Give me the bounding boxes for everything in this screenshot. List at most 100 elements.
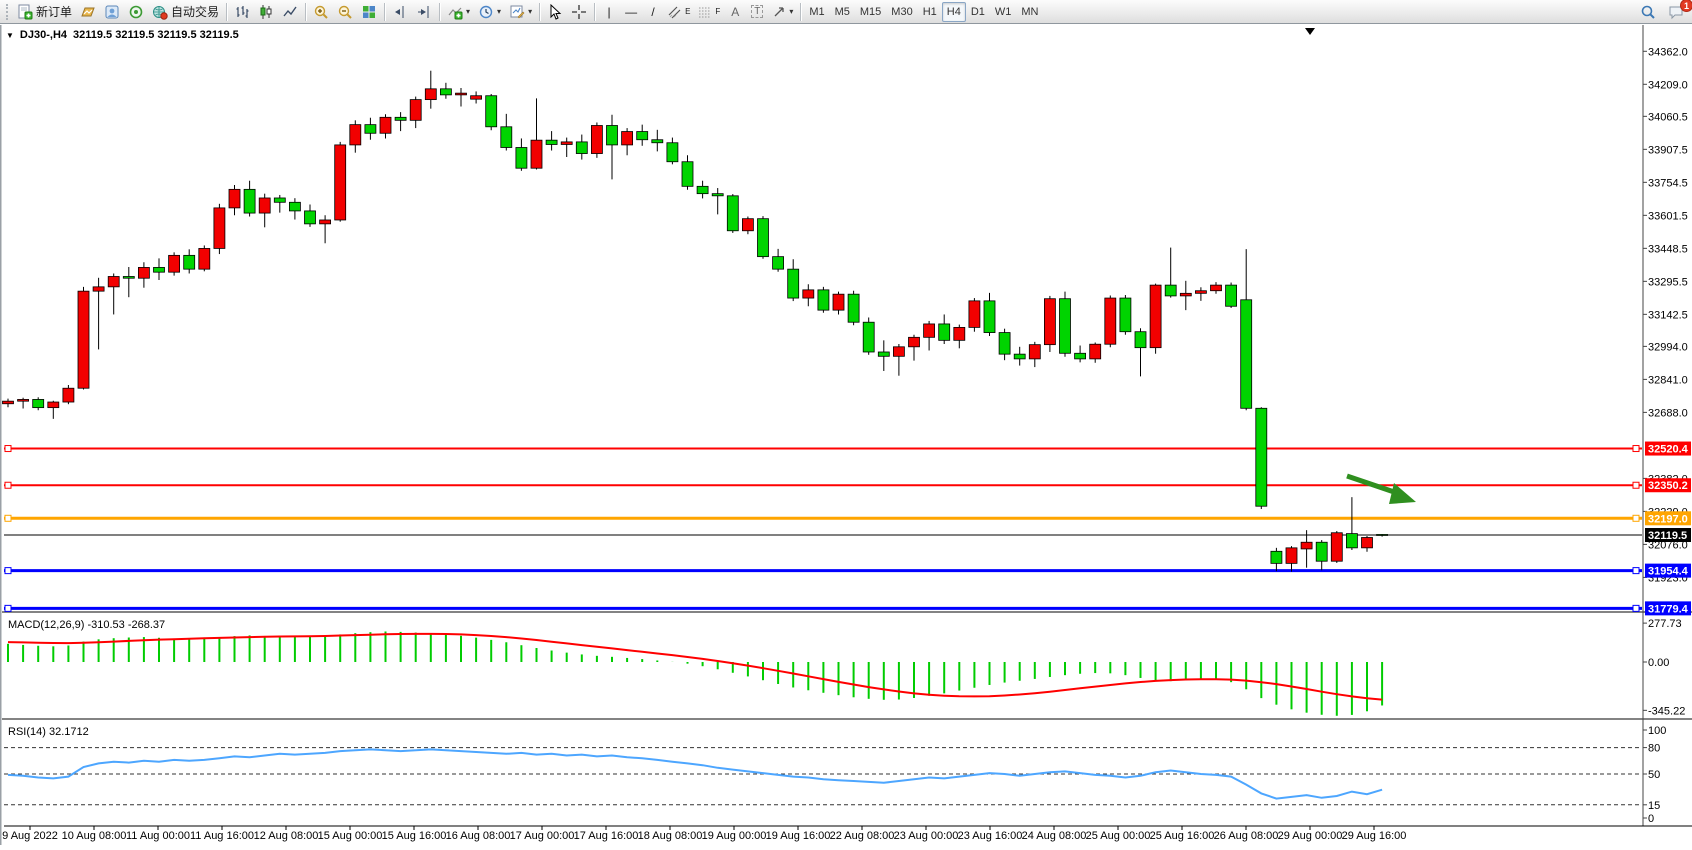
candle-body — [1134, 331, 1147, 349]
candle-body — [304, 210, 316, 225]
charts-list-button[interactable] — [76, 2, 100, 22]
price-tick-label: 34209.0 — [1648, 79, 1688, 91]
trend-arrow[interactable] — [1346, 473, 1401, 497]
level-handle[interactable] — [1632, 567, 1640, 575]
trendline-tool[interactable]: / — [642, 2, 664, 22]
tab-timeframe-h1[interactable]: H1 — [922, 5, 937, 18]
price-badge — [1645, 528, 1691, 543]
vertical-line-tool[interactable]: | — [598, 2, 620, 22]
rsi-axis-label: 50 — [1648, 769, 1660, 781]
candle-body — [2, 400, 14, 405]
fibonacci-letter: F — [715, 7, 721, 16]
candle-body — [832, 293, 845, 311]
price-badge-label: 32197.0 — [1648, 513, 1688, 525]
level-handle[interactable] — [4, 445, 12, 453]
label-tool[interactable]: T — [746, 2, 768, 22]
price-tick-label: 32994.0 — [1648, 341, 1688, 353]
crosshair-tool-button[interactable] — [567, 2, 591, 22]
rsi-axis-label: 15 — [1648, 800, 1660, 812]
time-label: 15 Aug 00:00 — [318, 830, 383, 842]
candle-body — [1089, 343, 1102, 360]
level-handle[interactable] — [1632, 514, 1640, 522]
time-label: 19 Aug 00:00 — [702, 830, 767, 842]
vertical-line-icon: | — [607, 4, 611, 19]
candle-body — [439, 88, 452, 96]
tile-windows-button[interactable] — [357, 2, 381, 22]
candlestick-mode-button[interactable] — [254, 2, 278, 22]
symbol-dropdown-icon[interactable]: ▼ — [6, 30, 14, 40]
new-order-button[interactable]: 新订单 — [13, 2, 76, 22]
channel-tool[interactable]: E — [664, 2, 694, 22]
price-tick-label: 33448.5 — [1648, 243, 1688, 255]
candle-body — [1044, 298, 1056, 346]
candle-body — [258, 197, 271, 214]
candle-body — [1346, 533, 1358, 549]
level-handle[interactable] — [4, 604, 12, 612]
indicators-button[interactable]: ▾ — [443, 2, 474, 22]
auto-scroll-button[interactable] — [412, 2, 436, 22]
time-label: 12 Aug 08:00 — [254, 830, 319, 842]
price-tick-label: 32076.0 — [1648, 539, 1688, 551]
templates-icon — [510, 5, 525, 18]
zoom-in-button[interactable] — [309, 2, 333, 22]
chart-shift-marker[interactable] — [1305, 28, 1315, 35]
chevron-down-icon: ▾ — [528, 6, 533, 16]
tab-timeframe-w1[interactable]: W1 — [994, 5, 1012, 18]
fibonacci-tool[interactable]: F — [694, 2, 724, 22]
candle-body — [877, 351, 890, 357]
text-tool[interactable]: A — [724, 2, 746, 22]
zoom-out-icon — [338, 5, 352, 19]
candle-body — [847, 293, 860, 323]
candle-body — [228, 188, 241, 209]
shapes-tool[interactable]: ▾ — [768, 2, 797, 22]
trend-arrow-head[interactable] — [1389, 483, 1416, 504]
time-label: 25 Aug 00:00 — [1086, 830, 1151, 842]
zoom-out-button[interactable] — [333, 2, 357, 22]
candle-body — [1119, 297, 1132, 333]
level-handle[interactable] — [1632, 445, 1640, 453]
price-badge-label: 31954.4 — [1648, 566, 1689, 578]
macd-indicator-label: MACD(12,26,9) -310.53 -268.37 — [8, 619, 166, 631]
tab-timeframe-m5[interactable]: M5 — [834, 5, 850, 18]
market-watch-icon — [105, 5, 119, 18]
price-badge-label: 32119.5 — [1648, 530, 1687, 542]
price-tick-label: 32688.0 — [1648, 407, 1688, 419]
bar-chart-mode-button[interactable] — [230, 2, 254, 22]
price-tick-label: 32841.0 — [1648, 374, 1688, 386]
level-handle[interactable] — [4, 567, 12, 575]
price-badge — [1645, 563, 1691, 578]
tab-timeframe-mn[interactable]: MN — [1021, 5, 1039, 18]
cursor-tool-button[interactable] — [543, 2, 567, 22]
tab-timeframe-m30[interactable]: M30 — [891, 5, 913, 18]
level-handle[interactable] — [4, 481, 12, 489]
horizontal-line-tool[interactable]: — — [620, 2, 642, 22]
trendline-icon: / — [651, 4, 655, 19]
tab-timeframe-m15[interactable]: M15 — [859, 5, 882, 18]
navigator-icon — [129, 5, 143, 18]
new-order-label: 新订单 — [36, 5, 73, 19]
level-handle[interactable] — [4, 514, 12, 522]
candle-body — [726, 195, 739, 232]
toolbar-grip — [6, 3, 10, 20]
candle-body — [862, 321, 875, 353]
level-handle[interactable] — [1632, 481, 1640, 489]
navigator-button[interactable] — [124, 2, 148, 22]
search-button[interactable] — [1636, 2, 1660, 22]
periods-button[interactable]: ▾ — [474, 2, 505, 22]
level-handle[interactable] — [1632, 604, 1640, 612]
candle-body — [394, 116, 407, 121]
tab-timeframe-h4[interactable]: H4 — [941, 1, 966, 22]
line-chart-mode-button[interactable] — [278, 2, 302, 22]
notifications-button[interactable]: 1 — [1664, 0, 1692, 22]
autotrade-button[interactable]: 自动交易 — [148, 2, 223, 22]
templates-button[interactable]: ▾ — [505, 2, 536, 22]
zoom-in-icon — [314, 5, 328, 19]
chart-shift-button[interactable] — [388, 2, 412, 22]
candle-body — [62, 387, 75, 403]
market-watch-button[interactable] — [100, 2, 124, 22]
tab-timeframe-d1[interactable]: D1 — [970, 5, 985, 18]
time-label: 23 Aug 16:00 — [958, 830, 1023, 842]
tab-timeframe-m1[interactable]: M1 — [809, 5, 825, 18]
candle-body — [787, 268, 800, 299]
candle-body — [1179, 292, 1192, 297]
